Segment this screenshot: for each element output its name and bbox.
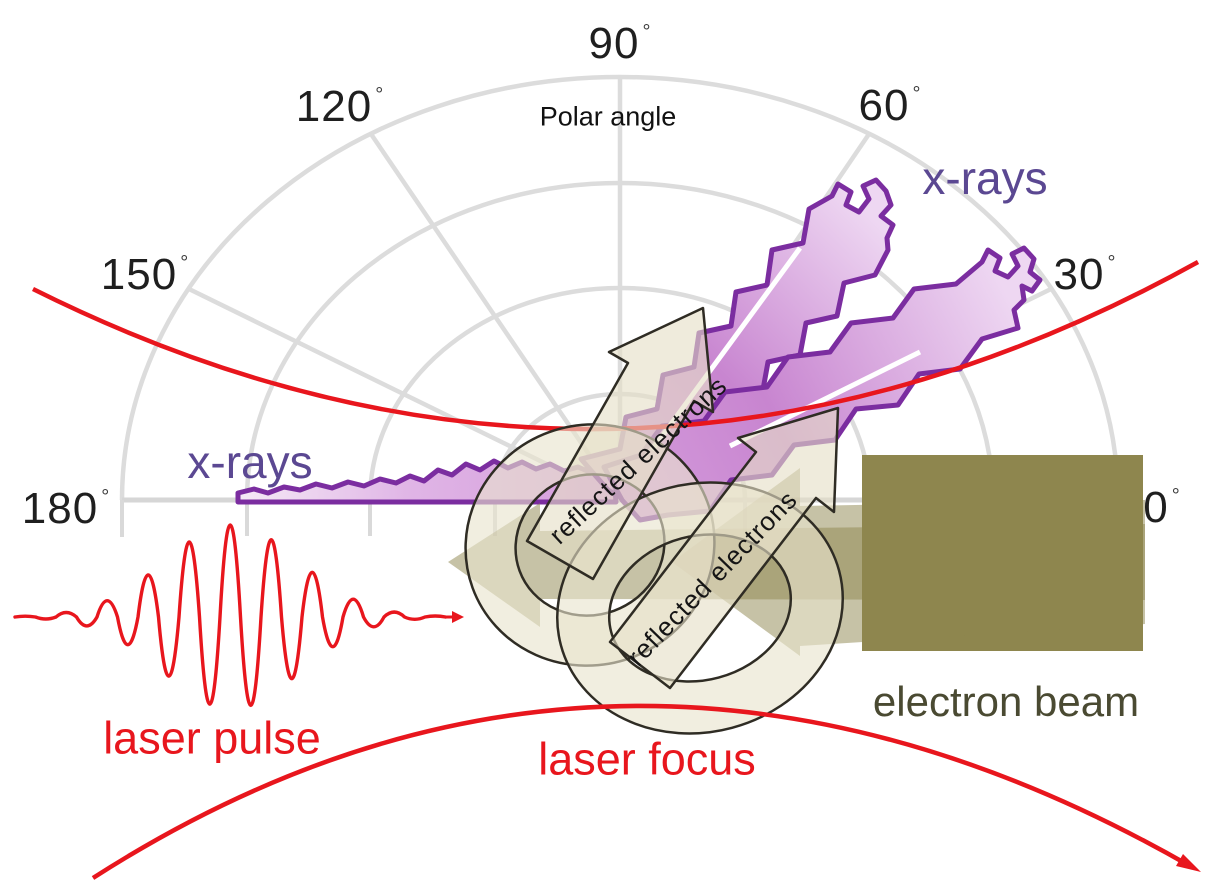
tick-value: 30	[1053, 250, 1105, 299]
laser-focus-curve-lower	[91, 703, 1192, 880]
laser-pulse-arrowhead	[452, 611, 464, 623]
tick-value: 150	[100, 250, 178, 299]
reflected-electrons-arrow-1	[525, 306, 715, 581]
polar-tick-120: 120 °	[296, 85, 384, 129]
degree-symbol: °	[1171, 485, 1181, 507]
reflected-electron-ribbons	[464, 306, 844, 735]
laser-focus-arrowhead	[1176, 854, 1201, 872]
degree-symbol: °	[642, 21, 652, 43]
laser-pulse-waveform	[13, 523, 464, 708]
laser-focus-label: laser focus	[538, 733, 756, 785]
tick-value: 0	[1143, 483, 1169, 532]
electron-beam-label: electron beam	[872, 678, 1140, 725]
polar-tick-180: 180 °	[22, 487, 110, 531]
polar-tick-0: 0 °	[1143, 486, 1180, 530]
degree-symbol: °	[375, 84, 385, 106]
xrays-label-right: x-rays	[922, 152, 1048, 204]
reflected-electrons-arrow-2	[608, 406, 840, 690]
tick-value: 180	[21, 484, 99, 533]
laser-pulse-wave	[13, 523, 448, 708]
ribbon-loop-2	[556, 481, 844, 735]
polar-tick-30: 30 °	[1054, 253, 1117, 297]
polar-axis-title: Polar angle	[539, 101, 677, 132]
degree-symbol: °	[912, 83, 922, 105]
tick-value: 90	[588, 19, 640, 68]
tick-value: 60	[858, 81, 910, 130]
degree-symbol: °	[1107, 252, 1117, 274]
degree-symbol: °	[180, 252, 190, 274]
tick-value: 120	[295, 82, 373, 131]
polar-tick-60: 60 °	[859, 84, 922, 128]
polar-tick-150: 150 °	[101, 253, 189, 297]
degree-symbol: °	[101, 486, 111, 508]
laser-pulse-label: laser pulse	[103, 712, 321, 764]
xrays-label-left: x-rays	[187, 436, 313, 488]
polar-tick-90: 90 °	[589, 22, 652, 66]
